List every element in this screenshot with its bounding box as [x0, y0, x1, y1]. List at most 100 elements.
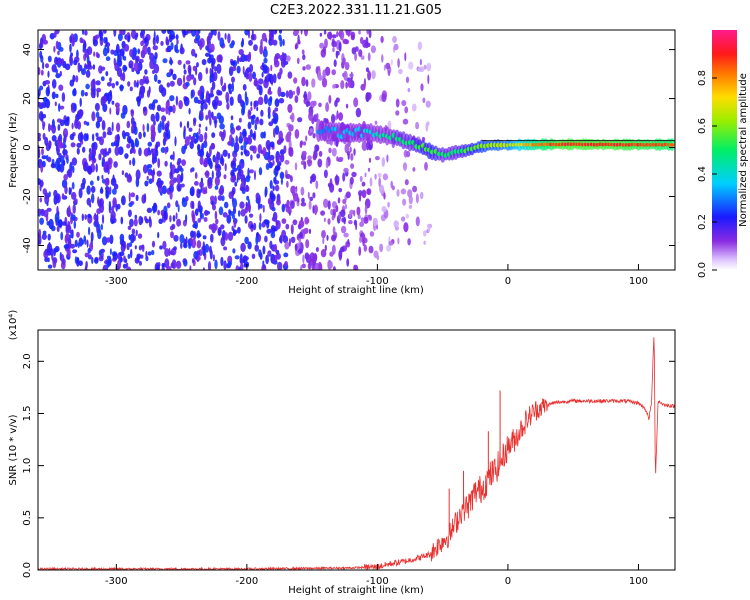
spectral-noise-cell: [85, 260, 88, 269]
spectral-noise-cell: [83, 41, 87, 49]
spectral-noise-cell: [69, 35, 72, 44]
spectral-noise-cell: [311, 118, 315, 125]
spectral-noise-cell: [201, 245, 206, 251]
spectral-noise-cell: [217, 90, 223, 96]
spectral-noise-cell: [57, 124, 61, 131]
spectral-noise-cell: [331, 147, 337, 157]
spectral-noise-cell: [350, 163, 355, 169]
colorbar-tick-label: 0.0: [697, 262, 708, 278]
spectral-noise-cell: [95, 120, 101, 129]
spectral-noise-cell: [119, 49, 122, 55]
spectral-noise-cell: [84, 92, 88, 97]
spectral-noise-cell: [270, 30, 274, 38]
spectral-noise-cell: [238, 57, 243, 63]
spectral-noise-cell: [175, 43, 178, 52]
spectral-noise-cell: [129, 86, 133, 92]
spectral-noise-cell: [228, 209, 232, 215]
spectral-noise-cell: [176, 77, 183, 87]
spectral-noise-cell: [223, 174, 227, 180]
spectral-noise-cell: [253, 44, 258, 52]
spectral-noise-cell: [198, 133, 204, 143]
spectral-noise-cell: [91, 133, 95, 142]
spectral-noise-cell: [128, 242, 133, 248]
spectral-noise-cell: [314, 144, 320, 152]
spectral-noise-cell: [191, 201, 195, 210]
spectral-noise-cell: [200, 91, 205, 101]
spectral-noise-cell: [69, 55, 74, 66]
spectral-noise-cell: [123, 255, 126, 263]
spectral-noise-cell: [367, 167, 371, 172]
spectral-noise-cell: [96, 175, 100, 181]
spectral-noise-cell: [270, 193, 276, 202]
spectral-noise-cell: [344, 203, 347, 210]
spectral-noise-cell: [274, 180, 280, 185]
spectral-noise-cell: [142, 164, 148, 174]
spectral-noise-cell: [254, 123, 258, 131]
spectral-noise-cell: [362, 238, 365, 247]
spectral-noise-cell: [60, 254, 65, 263]
spectral-noise-cell: [124, 132, 130, 137]
spectral-noise-cell: [42, 114, 47, 119]
spectral-noise-cell: [114, 146, 120, 156]
spectral-noise-cell: [59, 163, 65, 173]
spectral-noise-cell: [183, 129, 186, 140]
spectral-noise-cell: [63, 134, 67, 142]
spectral-noise-cell: [211, 81, 216, 90]
spectral-noise-cell: [54, 30, 60, 35]
spectral-noise-cell: [386, 244, 392, 252]
spectral-noise-cell: [230, 175, 236, 183]
spectral-noise-cell: [238, 49, 244, 56]
spectral-noise-cell: [247, 136, 253, 145]
spectral-noise-cell: [345, 191, 351, 199]
spectral-noise-cell: [253, 100, 259, 107]
spectral-noise-cell: [51, 79, 57, 89]
spectral-noise-cell: [184, 136, 190, 146]
spectral-noise-cell: [190, 136, 196, 143]
spectral-noise-cell: [171, 259, 177, 270]
snr-plot-area: [38, 330, 675, 570]
spectral-noise-cell: [286, 199, 290, 208]
spectral-noise-cell: [98, 255, 104, 262]
spectral-noise-cell: [169, 190, 173, 200]
spectral-noise-cell: [199, 181, 204, 188]
spectral-noise-cell: [272, 73, 277, 84]
spectral-noise-cell: [205, 126, 208, 132]
spectral-noise-cell: [328, 261, 333, 269]
spectral-noise-cell: [349, 209, 355, 215]
spectral-noise-cell: [84, 214, 88, 220]
spectral-noise-cell: [293, 30, 300, 35]
spectral-noise-cell: [357, 214, 361, 220]
spectral-noise-cell: [86, 239, 89, 248]
spectrogram-y-tick-label: -20: [22, 188, 33, 204]
spectral-noise-cell: [181, 145, 186, 155]
spectral-noise-cell: [228, 84, 232, 94]
spectral-noise-cell: [209, 67, 212, 76]
spectral-noise-cell: [198, 123, 202, 128]
spectral-noise-cell: [238, 266, 242, 270]
spectral-noise-cell: [161, 115, 167, 122]
snr-frame: [37, 329, 676, 571]
spectral-noise-cell: [186, 120, 190, 129]
spectral-noise-cell: [281, 218, 287, 224]
spectral-noise-cell: [207, 109, 212, 120]
spectral-noise-cell: [288, 124, 294, 132]
spectral-noise-cell: [126, 266, 132, 270]
spectral-noise-cell: [222, 129, 226, 139]
spectral-noise-cell: [427, 224, 431, 233]
spectral-noise-cell: [38, 101, 42, 107]
spectral-noise-cell: [94, 102, 100, 112]
spectral-noise-cell: [51, 64, 57, 73]
spectral-noise-cell: [157, 209, 161, 216]
spectral-noise-cell: [263, 57, 268, 64]
spectral-noise-cell: [40, 208, 45, 217]
spectral-noise-cell: [343, 232, 349, 238]
spectral-noise-cell: [272, 185, 275, 192]
spectral-noise-cell: [96, 90, 99, 98]
spectral-noise-cell: [169, 58, 173, 66]
spectral-noise-cell: [227, 33, 231, 44]
spectral-noise-cell: [126, 120, 131, 129]
spectral-noise-cell: [240, 40, 244, 48]
spectral-noise-cell: [96, 87, 102, 93]
spectral-noise-cell: [398, 68, 403, 75]
spectral-noise-cell: [302, 66, 306, 71]
